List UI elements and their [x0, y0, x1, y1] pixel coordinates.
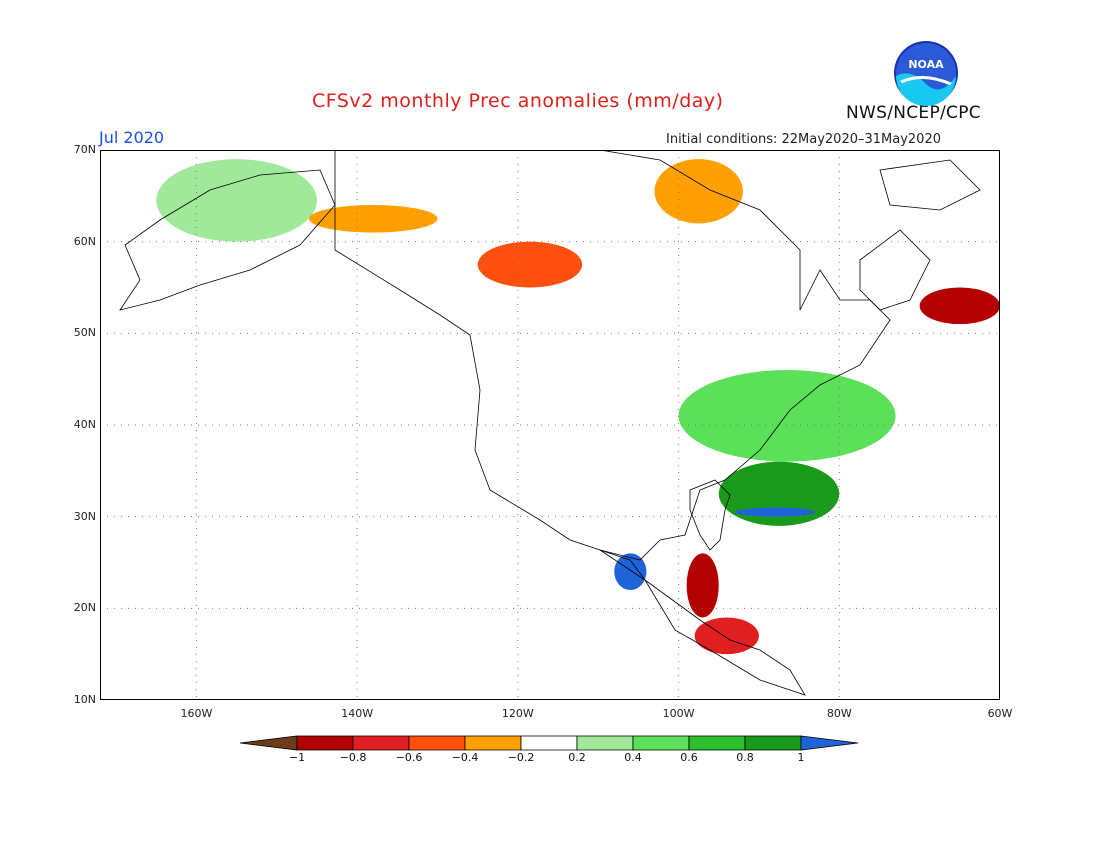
colorbar-label: 0.6 — [680, 751, 698, 764]
colorbar-swatch-low — [240, 735, 298, 751]
colorbar-label: 0.4 — [624, 751, 642, 764]
noaa-logo-icon: NOAA — [894, 41, 958, 106]
anomaly-patch-10 — [614, 553, 647, 590]
land-outline-5 — [879, 159, 981, 211]
anomaly-patch-7 — [678, 370, 896, 462]
map-title: CFSv2 monthly Prec anomalies (mm/day) — [312, 90, 724, 112]
colorbar-swatch-1 — [296, 735, 354, 751]
forecast-month: Jul 2020 — [99, 128, 165, 147]
lat-label-70N: 70N — [73, 143, 96, 156]
colorbar — [240, 735, 859, 751]
land-outline-4 — [859, 229, 931, 311]
lon-label-160W: 160W — [180, 707, 213, 720]
agency-label: NWS/NCEP/CPC — [846, 103, 981, 123]
lat-label-20N: 20N — [73, 601, 96, 615]
anomaly-patch-3 — [654, 159, 743, 224]
initial-conditions: Initial conditions: 22May2020–31May2020 — [666, 132, 941, 147]
anomaly-patch-6 — [734, 507, 816, 517]
svg-text:NOAA: NOAA — [908, 58, 944, 71]
colorbar-label: 0.8 — [736, 751, 754, 764]
coastlines-and-borders — [119, 150, 981, 696]
land-outline-2 — [599, 549, 806, 696]
colorbar-swatch-5 — [520, 735, 578, 751]
colorbar-label: −0.2 — [507, 751, 535, 764]
anomaly-map — [100, 150, 1000, 700]
lat-label-10N: 10N — [73, 693, 96, 706]
colorbar-swatch-9 — [744, 735, 802, 751]
anomaly-patch-1 — [308, 205, 438, 233]
colorbar-label: −0.8 — [339, 751, 367, 764]
land-outline-1 — [334, 150, 891, 561]
lat-label-40N: 40N — [73, 418, 96, 431]
colorbar-label: −1 — [288, 751, 306, 764]
colorbar-swatch-6 — [576, 735, 634, 751]
colorbar-swatch-2 — [352, 735, 410, 751]
lon-label-140W: 140W — [341, 707, 374, 720]
lon-label-100W: 100W — [662, 707, 695, 720]
lon-label-120W: 120W — [501, 707, 534, 720]
anomaly-patch-4 — [919, 287, 1000, 325]
colorbar-swatch-high — [800, 735, 859, 751]
lon-label-60W: 60W — [987, 707, 1013, 720]
anomaly-patch-0 — [156, 159, 317, 242]
colorbar-label: −0.4 — [451, 751, 479, 764]
colorbar-swatch-7 — [632, 735, 690, 751]
colorbar-label: 1 — [797, 751, 805, 764]
colorbar-swatch-8 — [688, 735, 746, 751]
lat-label-60N: 60N — [73, 234, 96, 248]
colorbar-swatch-3 — [408, 735, 466, 751]
anomaly-patch-8 — [686, 553, 719, 618]
lat-label-30N: 30N — [73, 509, 96, 523]
lat-label-50N: 50N — [73, 326, 96, 340]
colorbar-swatch-4 — [464, 735, 522, 751]
land-outline-3 — [689, 479, 731, 551]
colorbar-label: 0.2 — [568, 751, 586, 764]
graticule — [100, 150, 1000, 700]
lon-label-80W: 80W — [826, 707, 852, 720]
anomaly-patch-2 — [477, 241, 583, 288]
colorbar-label: −0.6 — [395, 751, 423, 764]
land-outline-0 — [119, 169, 336, 311]
